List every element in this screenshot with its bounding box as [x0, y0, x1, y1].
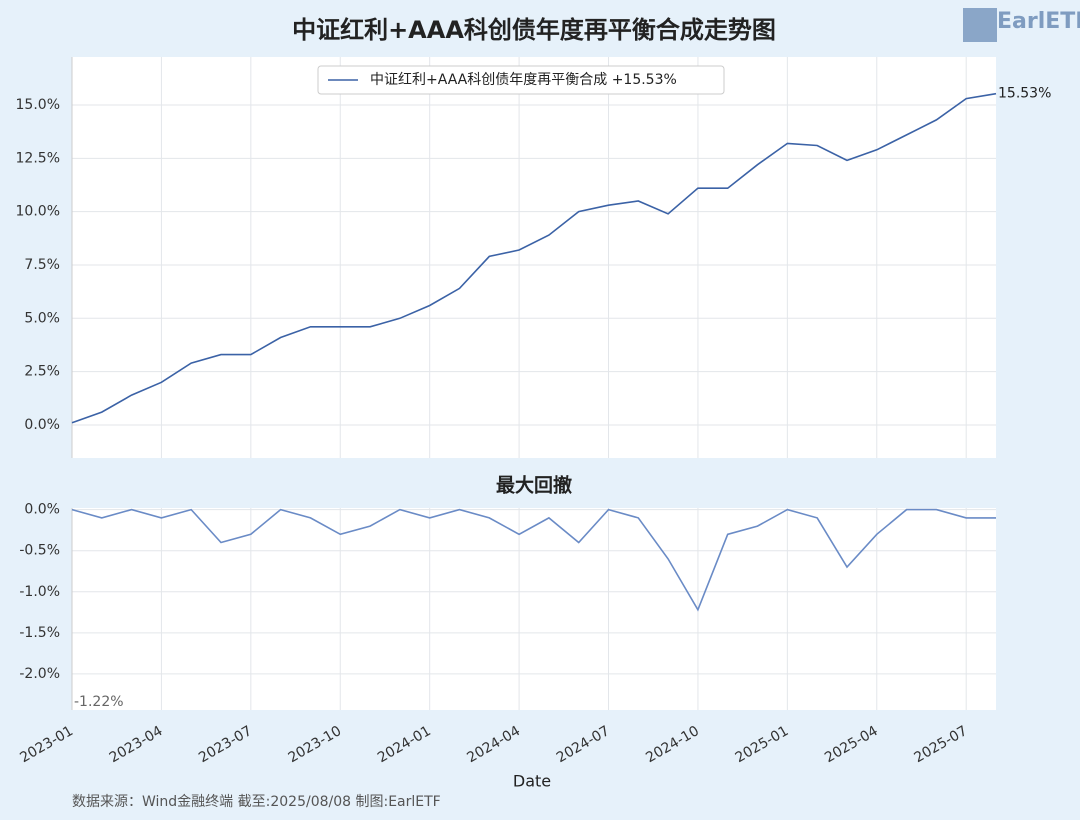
- x-tick-label: 2025-01: [733, 723, 792, 766]
- x-tick-label: 2023-07: [196, 723, 255, 766]
- y-tick-label: 12.5%: [16, 150, 60, 166]
- x-axis-label: Date: [513, 772, 551, 791]
- value-label: 15.53%: [998, 86, 1051, 102]
- x-tick-label: 2024-10: [643, 723, 702, 766]
- x-tick-label: 2023-04: [107, 723, 166, 766]
- x-tick-label: 2023-01: [17, 723, 76, 766]
- x-tick-label: 2023-10: [286, 723, 345, 766]
- series-line: [71, 92, 997, 424]
- y-tick-label: -1.0%: [19, 584, 60, 600]
- x-tick-label: 2024-01: [375, 723, 434, 766]
- annotation: -1.22%: [74, 694, 124, 710]
- y-tick-label: -0.5%: [19, 543, 60, 559]
- y-tick-label: 0.0%: [24, 417, 60, 433]
- y-tick-label: 15.0%: [16, 97, 60, 113]
- x-tick-label: 2024-07: [554, 723, 613, 766]
- logo: EarlETF: [997, 9, 1080, 34]
- y-tick-label: 7.5%: [24, 257, 60, 273]
- plot-area: [72, 57, 996, 458]
- y-tick-label: 5.0%: [24, 310, 60, 326]
- chart-title: 中证红利+AAA科创债年度再平衡合成走势图: [292, 16, 776, 44]
- x-tick-label: 2025-07: [912, 723, 971, 766]
- y-tick-label: -1.5%: [19, 625, 60, 641]
- legend-box: [317, 65, 725, 95]
- logo-icon: [963, 8, 997, 42]
- y-tick-label: 10.0%: [16, 204, 60, 220]
- x-tick-label: 2024-04: [464, 723, 523, 766]
- y-tick-label: 2.5%: [24, 364, 60, 380]
- y-tick-label: 0.0%: [24, 502, 60, 518]
- legend-label: 中证红利+AAA科创债年度再平衡合成 +15.53%: [370, 72, 677, 88]
- series-line: [71, 508, 996, 612]
- plot-area: [72, 508, 996, 710]
- x-tick-label: 2025-04: [822, 723, 881, 766]
- y-tick-label: -2.0%: [19, 666, 60, 682]
- source-note: 数据来源：Wind金融终端 截至:2025/08/08 制图:EarlETF: [72, 794, 441, 810]
- chart-title: 最大回撤: [496, 474, 572, 497]
